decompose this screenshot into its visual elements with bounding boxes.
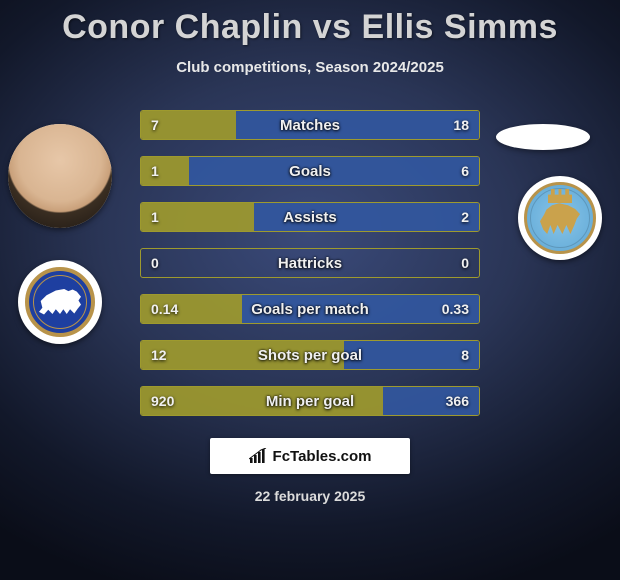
- castle-icon: [548, 189, 572, 203]
- stat-row: 00Hattricks: [140, 248, 480, 278]
- ipswich-crest-icon: [25, 267, 95, 337]
- brand-badge: FcTables.com: [210, 438, 410, 474]
- stat-label: Matches: [141, 117, 479, 134]
- stat-row: 16Goals: [140, 156, 480, 186]
- player-left-face-icon: [8, 124, 112, 228]
- stat-row: 920366Min per goal: [140, 386, 480, 416]
- stat-label: Assists: [141, 209, 479, 226]
- horse-icon: [39, 289, 81, 315]
- stat-label: Hattricks: [141, 255, 479, 272]
- player-left-avatar: [8, 124, 112, 228]
- page-title: Conor Chaplin vs Ellis Simms: [0, 0, 620, 47]
- stat-row: 0.140.33Goals per match: [140, 294, 480, 324]
- elephant-icon: [540, 202, 580, 234]
- stat-row: 12Assists: [140, 202, 480, 232]
- stat-label: Goals: [141, 163, 479, 180]
- page-subtitle: Club competitions, Season 2024/2025: [0, 59, 620, 76]
- coventry-crest-icon: [524, 182, 596, 254]
- club-left-crest: [18, 260, 102, 344]
- brand-chart-icon: [249, 448, 267, 464]
- brand-text: FcTables.com: [273, 448, 372, 465]
- player-right-avatar: [496, 124, 590, 150]
- club-right-crest: [518, 176, 602, 260]
- date-label: 22 february 2025: [0, 488, 620, 504]
- stat-label: Min per goal: [141, 393, 479, 410]
- stat-label: Shots per goal: [141, 347, 479, 364]
- stat-row: 718Matches: [140, 110, 480, 140]
- stat-row: 128Shots per goal: [140, 340, 480, 370]
- content-wrapper: Conor Chaplin vs Ellis Simms Club compet…: [0, 0, 620, 580]
- stat-label: Goals per match: [141, 301, 479, 318]
